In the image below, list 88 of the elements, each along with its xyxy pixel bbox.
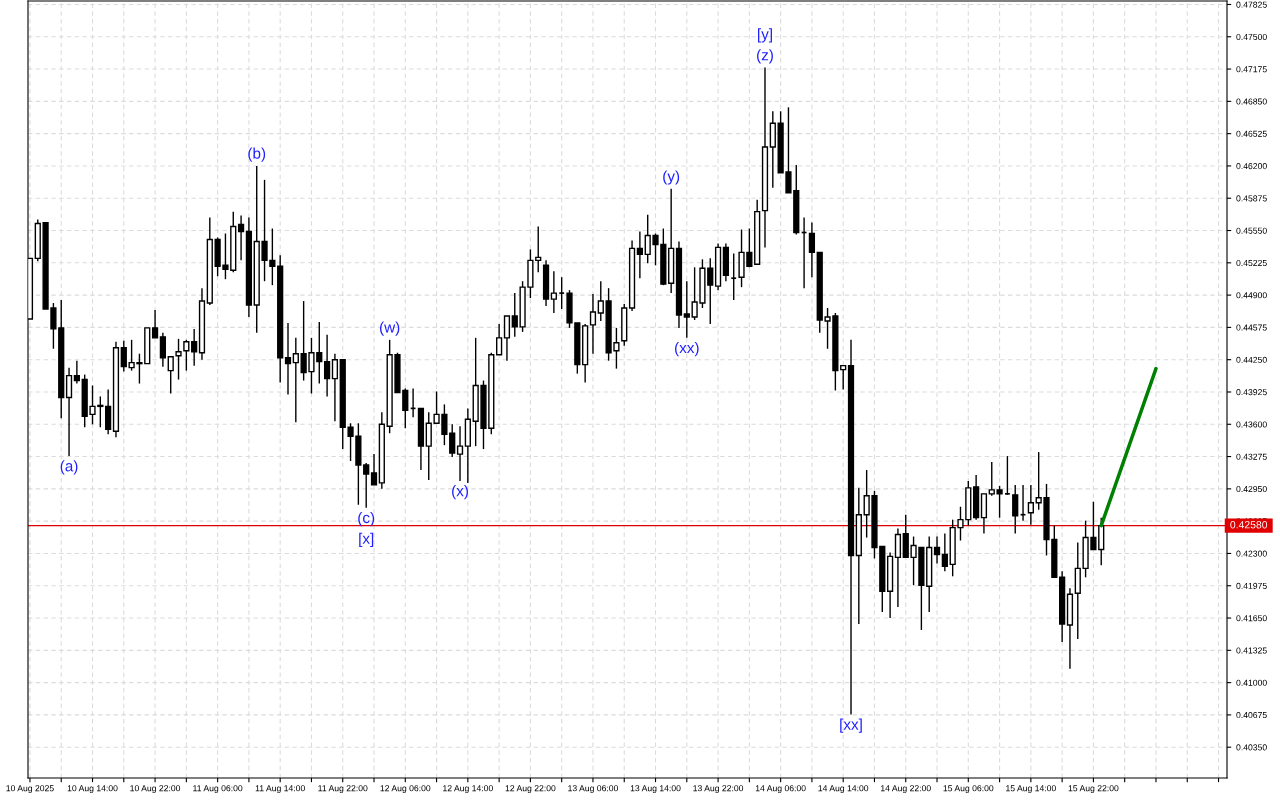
annotation: (w) (380, 321, 400, 336)
x-tick-label: 10 Aug 2025 (6, 785, 54, 793)
x-tick-label: 14 Aug 14:00 (818, 785, 869, 793)
candlestick (183, 339, 190, 372)
candlestick (284, 322, 292, 396)
candlestick (370, 453, 378, 486)
candlestick (589, 293, 597, 355)
candlestick (331, 353, 339, 422)
y-tick-label: 0.46850 (1236, 98, 1267, 105)
candlestick (363, 462, 370, 509)
candlestick (65, 366, 73, 457)
candlestick (503, 315, 511, 362)
candlestick (151, 309, 159, 339)
x-tick-label: 13 Aug 14:00 (630, 785, 681, 793)
x-tick-label: 11 Aug 14:00 (255, 785, 305, 793)
candlestick (1019, 484, 1027, 522)
candlestick (550, 270, 557, 314)
annotation: [y] (758, 28, 772, 43)
x-tick-label: 14 Aug 06:00 (755, 785, 806, 793)
candlestick (496, 323, 503, 356)
candlestick (73, 359, 80, 385)
x-tick-label: 14 Aug 22:00 (881, 785, 931, 793)
y-tick-label: 0.45875 (1236, 195, 1267, 202)
y-tick-label: 0.43600 (1236, 421, 1267, 428)
y-tick-label: 0.40675 (1236, 712, 1267, 719)
annotation: (xx) (675, 342, 699, 357)
y-tick-label: 0.41975 (1236, 582, 1267, 589)
candlestick (175, 338, 182, 381)
candlestick (105, 388, 112, 435)
candlestick (167, 356, 174, 395)
annotation: (c) (358, 511, 375, 527)
candlestick (191, 328, 198, 367)
x-tick-label: 11 Aug 22:00 (318, 785, 368, 793)
x-tick-label: 13 Aug 06:00 (568, 785, 619, 793)
annotation: [x] (359, 532, 374, 547)
y-tick-label: 0.44250 (1236, 356, 1267, 363)
annotation: (a) (60, 460, 78, 475)
annotation: (z) (757, 49, 773, 64)
candlestick (730, 252, 737, 301)
x-tick-label: 12 Aug 06:00 (380, 785, 431, 793)
candlestick (237, 214, 245, 262)
candlestick (808, 221, 816, 278)
x-tick-label: 15 Aug 06:00 (943, 785, 994, 793)
y-tick-label: 0.41325 (1236, 647, 1267, 654)
y-tick-label: 0.41650 (1236, 615, 1267, 622)
y-tick-label: 0.47825 (1236, 1, 1267, 8)
annotation: [xx] (840, 718, 862, 733)
y-tick-label: 0.47175 (1236, 66, 1267, 73)
y-tick-label: 0.45225 (1236, 259, 1267, 267)
y-tick-label: 0.44900 (1236, 292, 1267, 299)
annotation: (y) (663, 170, 680, 185)
x-tick-label: 15 Aug 22:00 (1068, 785, 1119, 793)
annotation: (b) (248, 147, 266, 162)
candlestick (933, 535, 941, 565)
candlestick (159, 332, 167, 368)
x-tick-label: 11 Aug 06:00 (193, 785, 243, 793)
x-tick-label: 13 Aug 22:00 (693, 785, 744, 793)
y-tick-label: 0.42950 (1236, 485, 1267, 493)
x-tick-label: 12 Aug 22:00 (505, 785, 556, 793)
candlestick (558, 276, 565, 310)
candlestick (840, 364, 847, 391)
candlestick (1004, 455, 1011, 496)
x-tick-label: 15 Aug 14:00 (1006, 785, 1056, 793)
candlestick (323, 334, 331, 398)
candlestick (1027, 484, 1034, 526)
y-tick-label: 0.47500 (1236, 33, 1267, 40)
y-tick-label: 0.40350 (1236, 744, 1267, 751)
candlestick (980, 493, 988, 535)
y-tick-label: 0.43925 (1236, 389, 1267, 396)
y-tick-label: 0.42300 (1236, 550, 1267, 557)
y-tick-label: 0.46200 (1236, 163, 1267, 170)
candlestick (894, 527, 902, 608)
y-tick-label: 0.41000 (1236, 679, 1267, 686)
x-tick-label: 10 Aug 22:00 (130, 785, 181, 793)
y-tick-label: 0.43275 (1236, 453, 1267, 460)
ref-line-label: 0.42580 (1230, 521, 1268, 529)
x-tick-label: 10 Aug 14:00 (67, 785, 118, 793)
y-tick-label: 0.46525 (1236, 130, 1267, 137)
candlestick (1012, 484, 1019, 535)
candlestick (941, 532, 948, 573)
candlestick (769, 110, 776, 189)
x-tick-label: 12 Aug 14:00 (443, 785, 493, 793)
annotation: (x) (452, 485, 468, 500)
candlestick (636, 230, 644, 279)
y-tick-label: 0.45550 (1236, 227, 1267, 234)
candlestick (292, 337, 299, 423)
y-tick-label: 0.44575 (1236, 324, 1267, 331)
candlestick (456, 425, 464, 482)
